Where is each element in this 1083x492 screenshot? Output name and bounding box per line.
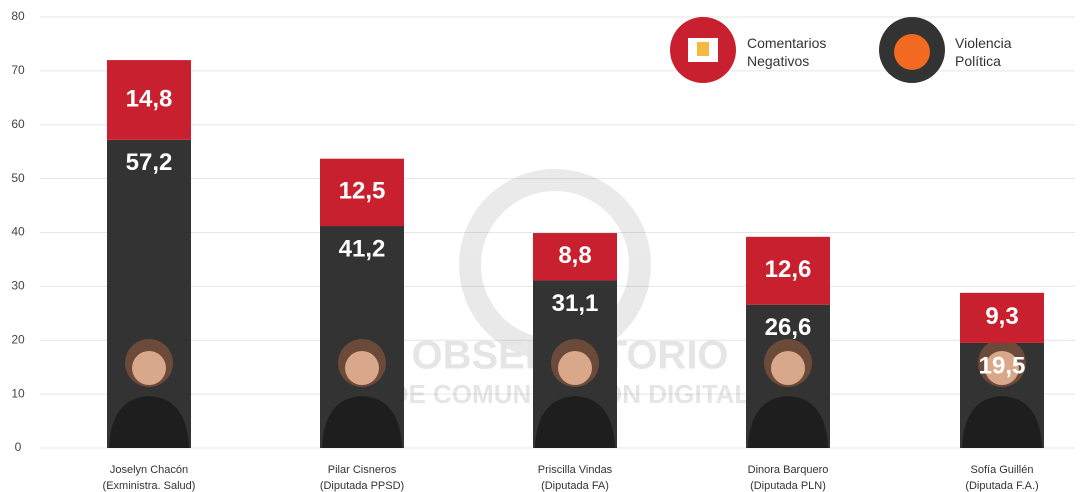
- y-tick-label: 80: [11, 9, 25, 23]
- x-tick-label: Priscilla Vindas: [538, 464, 613, 476]
- value-label: 26,6: [765, 314, 812, 341]
- x-tick-label: Sofía Guillén: [971, 464, 1034, 476]
- legend-icon-glyph: [697, 42, 709, 56]
- value-label: 14,8: [126, 85, 173, 112]
- photo-face: [558, 351, 592, 385]
- x-tick-sublabel: (Exministra. Salud): [103, 480, 196, 492]
- photo-face: [771, 351, 805, 385]
- x-tick-sublabel: (Diputada PPSD): [320, 480, 404, 492]
- x-tick-label: Dinora Barquero: [748, 464, 829, 476]
- value-label: 9,3: [985, 303, 1018, 330]
- x-tick-sublabel: (Diputada PLN): [750, 480, 826, 492]
- photo-face: [132, 351, 166, 385]
- legend-icon-glyph: [894, 34, 930, 70]
- legend-label: Violencia Política: [955, 34, 1025, 70]
- value-label: 12,5: [339, 178, 386, 205]
- y-tick-label: 0: [15, 440, 22, 454]
- y-tick-label: 50: [11, 171, 25, 185]
- x-tick-label: Pilar Cisneros: [328, 464, 397, 476]
- value-label: 41,2: [339, 235, 386, 262]
- x-tick-sublabel: (Diputada F.A.): [965, 480, 1038, 492]
- y-tick-label: 10: [11, 386, 25, 400]
- y-tick-label: 30: [11, 279, 25, 293]
- value-label: 31,1: [552, 290, 599, 317]
- value-label: 12,6: [765, 256, 812, 283]
- y-tick-label: 70: [11, 63, 25, 77]
- x-tick-sublabel: (Diputada FA): [541, 480, 609, 492]
- chart: OBSERVATORIO DE COMUNICACIÓN DIGITAL 010…: [0, 0, 1083, 492]
- legend-label: Comentarios Negativos: [747, 34, 847, 70]
- value-label: 19,5: [979, 352, 1026, 379]
- chart-svg: OBSERVATORIO DE COMUNICACIÓN DIGITAL 010…: [0, 0, 1083, 492]
- value-label: 57,2: [126, 149, 173, 176]
- photo-face: [345, 351, 379, 385]
- y-tick-label: 40: [11, 225, 25, 239]
- y-tick-label: 60: [11, 117, 25, 131]
- y-tick-label: 20: [11, 332, 25, 346]
- x-tick-label: Joselyn Chacón: [110, 464, 188, 476]
- value-label: 8,8: [558, 242, 591, 269]
